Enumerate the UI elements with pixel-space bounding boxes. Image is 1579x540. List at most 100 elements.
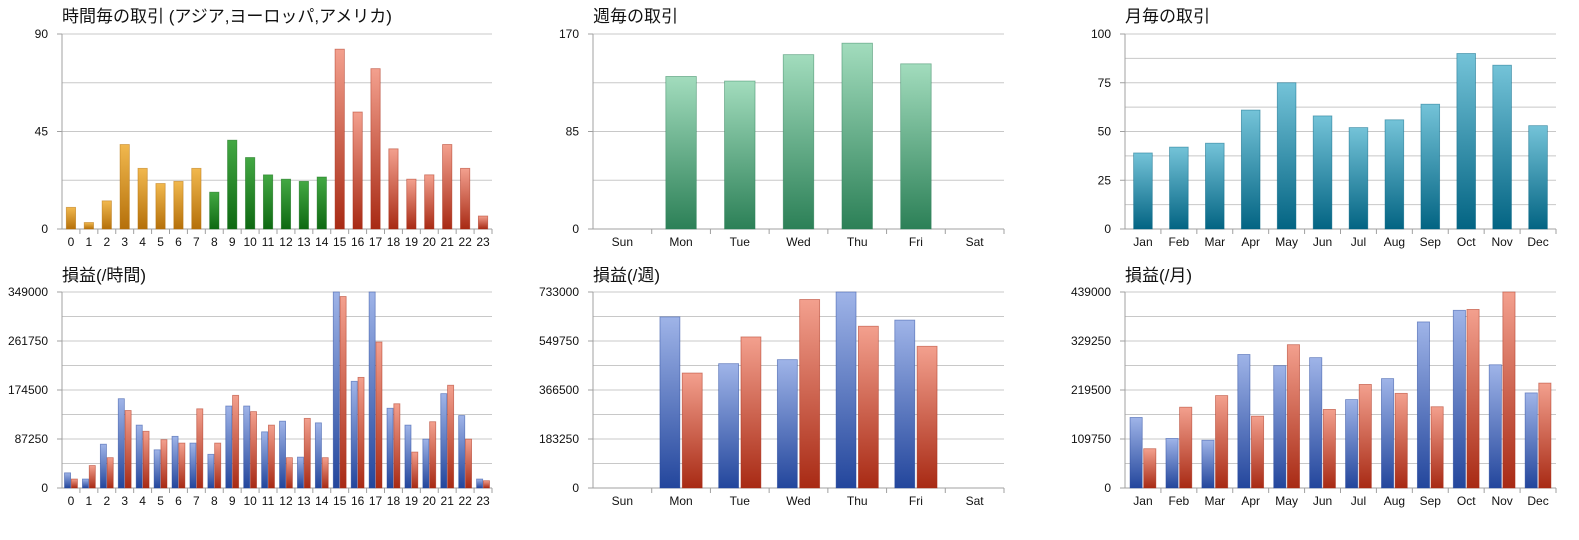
x-tick-label: 6: [175, 235, 182, 249]
chart-panel-2: 週毎の取引 0 85 170 Sun Mon Tue Wed Thu Fri Sat: [559, 7, 1005, 249]
x-tick-label: Thu: [847, 494, 868, 508]
y-tick-label: 90: [35, 27, 49, 41]
bar: [1322, 409, 1336, 489]
bar: [88, 465, 96, 489]
bar: [321, 457, 329, 489]
x-tick-label: 19: [405, 235, 419, 249]
bar: [297, 456, 304, 489]
bar: [916, 345, 938, 489]
bar: [262, 174, 274, 230]
y-tick-label: 25: [1098, 173, 1112, 187]
bar: [1286, 344, 1300, 489]
bar: [207, 453, 215, 489]
bar: [1394, 392, 1408, 489]
x-tick-label: 7: [193, 235, 200, 249]
chart-title: 損益(/月): [1125, 266, 1192, 285]
y-tick-label: 219500: [1071, 383, 1111, 397]
x-tick-label: Jun: [1313, 494, 1332, 508]
bar: [285, 457, 293, 489]
y-tick-label: 261750: [8, 334, 48, 348]
bar: [171, 435, 179, 489]
y-tick-label: 0: [1104, 222, 1111, 236]
x-tick-label: Feb: [1169, 235, 1190, 249]
x-tick-label: 23: [476, 235, 490, 249]
bar: [776, 359, 798, 489]
bar: [1345, 399, 1359, 489]
x-tick-label: Nov: [1491, 235, 1512, 249]
x-tick-label: Sat: [966, 235, 985, 249]
bar: [101, 200, 112, 230]
bar: [1466, 309, 1480, 489]
x-tick-label: Mon: [669, 494, 692, 508]
bar: [424, 174, 435, 230]
bar: [155, 183, 166, 230]
bar: [83, 222, 94, 230]
bar: [214, 442, 222, 489]
bar: [1273, 365, 1287, 489]
bar: [124, 410, 132, 489]
bar: [316, 176, 327, 230]
x-tick-label: Oct: [1457, 494, 1476, 508]
bar: [350, 380, 358, 489]
y-tick-label: 0: [572, 222, 579, 236]
bar: [1237, 354, 1251, 489]
x-tick-label: 4: [139, 235, 146, 249]
bar: [261, 431, 269, 489]
bar: [665, 76, 697, 230]
x-tick-label: May: [1275, 235, 1298, 249]
bar: [900, 63, 932, 230]
bar: [106, 457, 114, 489]
bar: [357, 376, 365, 489]
x-tick-label: Apr: [1241, 235, 1260, 249]
bar: [1133, 152, 1153, 230]
bar: [841, 42, 873, 230]
x-tick-label: 9: [229, 494, 236, 508]
x-tick-label: 6: [175, 494, 182, 508]
y-tick-label: 45: [35, 125, 49, 139]
chart-title: 時間毎の取引 (アジア,ヨーロッパ,アメリカ): [62, 7, 392, 26]
y-tick-label: 349000: [8, 285, 48, 299]
bar: [460, 167, 471, 230]
bar: [160, 439, 168, 489]
bar: [1348, 127, 1369, 230]
y-tick-label: 170: [559, 27, 579, 41]
bar: [1205, 142, 1225, 230]
x-tick-label: Thu: [847, 235, 868, 249]
x-tick-label: Feb: [1169, 494, 1190, 508]
x-tick-label: 16: [351, 235, 365, 249]
x-tick-label: Sep: [1420, 494, 1442, 508]
x-tick-label: 14: [315, 494, 329, 508]
bar: [303, 417, 311, 489]
bar: [404, 424, 412, 489]
bar: [250, 411, 257, 489]
bar: [142, 430, 150, 489]
y-tick-label: 439000: [1071, 285, 1111, 299]
x-tick-label: 10: [243, 494, 257, 508]
y-tick-label: 0: [41, 481, 48, 495]
x-tick-label: 13: [297, 494, 311, 508]
x-tick-label: 21: [441, 494, 455, 508]
bar: [1169, 146, 1189, 230]
y-tick-label: 87250: [15, 432, 49, 446]
x-tick-label: Dec: [1527, 235, 1548, 249]
bar: [368, 291, 376, 489]
bar: [894, 319, 916, 489]
bar: [178, 442, 186, 489]
bar: [1143, 448, 1157, 489]
y-tick-label: 329250: [1071, 334, 1111, 348]
x-tick-label: Jan: [1133, 494, 1152, 508]
x-tick-label: Nov: [1491, 494, 1512, 508]
bar: [225, 405, 233, 489]
x-tick-label: Sun: [612, 235, 633, 249]
chart-panel-6: 損益(/月) 0 109750 219500 329250 439000 Jan Feb Mar…: [1071, 266, 1557, 508]
bar: [857, 325, 879, 489]
x-tick-label: 9: [229, 235, 236, 249]
bar: [422, 438, 430, 489]
bar: [1165, 438, 1179, 489]
x-tick-label: Sat: [966, 494, 985, 508]
bar: [1420, 103, 1441, 230]
x-tick-label: Apr: [1241, 494, 1260, 508]
chart-panel-5: 損益(/週) 0 183250 366500 549750 733000 Sun Mon Tue…: [539, 266, 1005, 508]
bar: [352, 111, 363, 230]
